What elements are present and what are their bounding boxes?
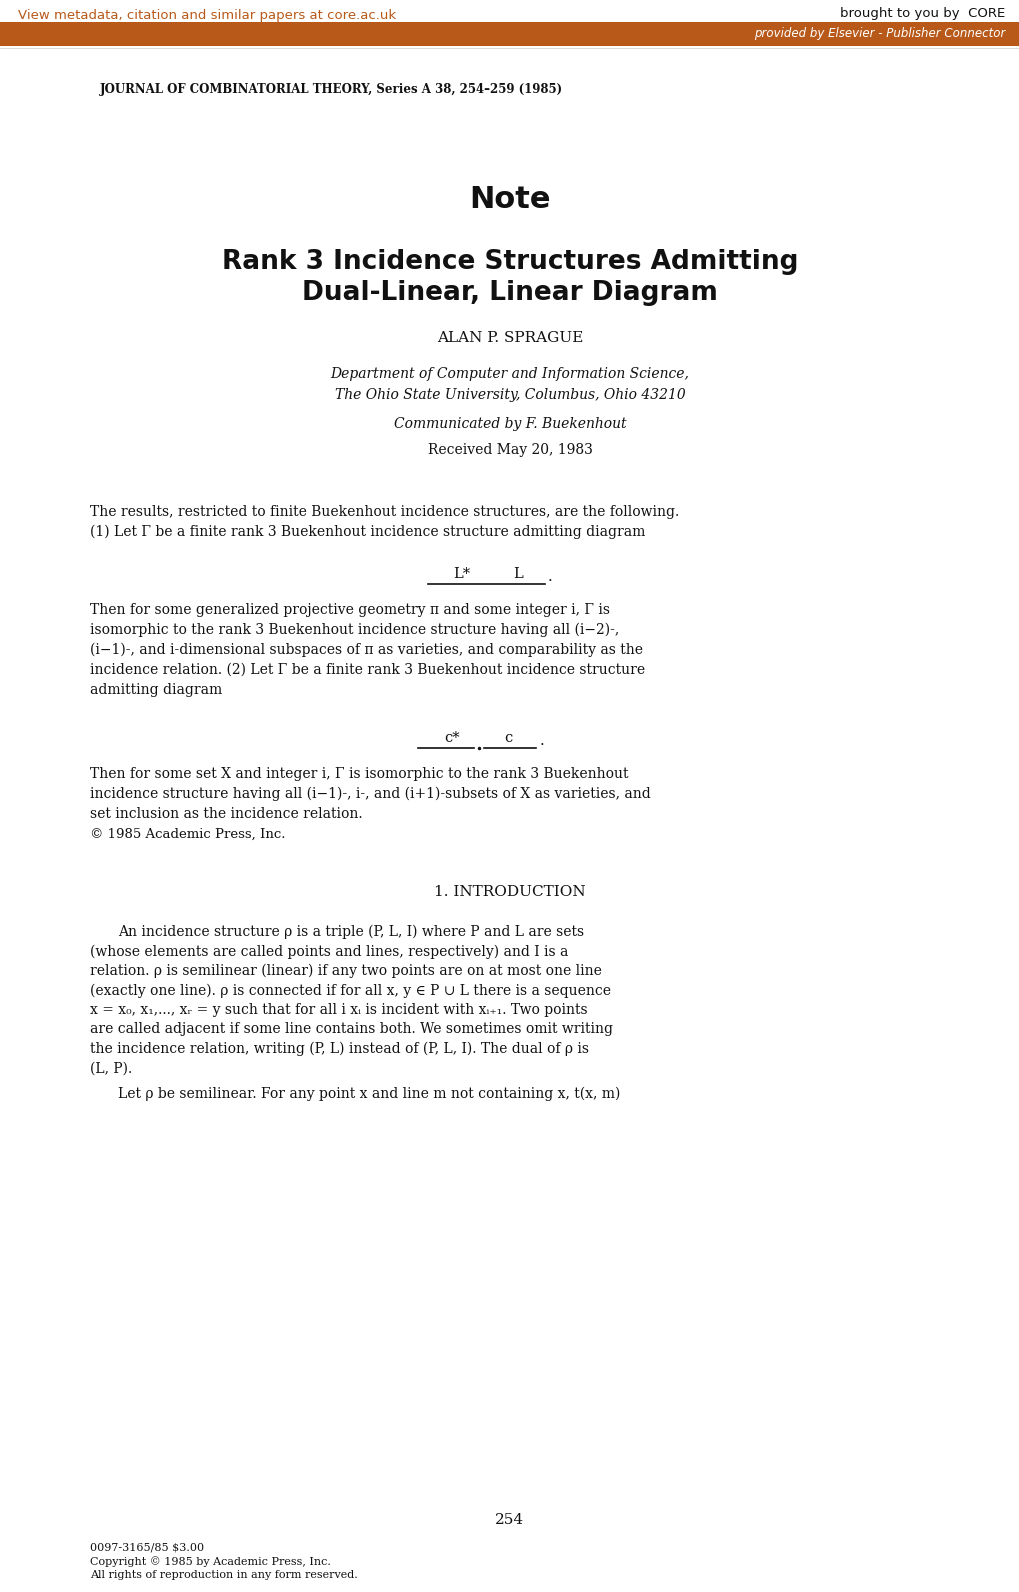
Bar <box>0 22 1019 46</box>
Text: 0097-3165/85 $3.00: 0097-3165/85 $3.00 <box>90 1543 204 1552</box>
Text: .: . <box>539 734 544 748</box>
Text: L: L <box>513 567 523 581</box>
Text: are called adjacent if some line contains both. We sometimes omit writing: are called adjacent if some line contain… <box>90 1022 612 1036</box>
Text: .: . <box>547 570 552 584</box>
Text: JOURNAL OF COMBINATORIAL THEORY, Series A 38, 254–259 (1985): JOURNAL OF COMBINATORIAL THEORY, Series … <box>100 83 562 97</box>
Text: View metadata, citation and similar papers at core.ac.uk: View metadata, citation and similar pape… <box>18 10 395 22</box>
Text: 1. INTRODUCTION: 1. INTRODUCTION <box>434 885 585 899</box>
Text: (L, P).: (L, P). <box>90 1062 132 1076</box>
Text: set inclusion as the incidence relation.: set inclusion as the incidence relation. <box>90 807 363 821</box>
Text: provided by Elsevier - Publisher Connector: provided by Elsevier - Publisher Connect… <box>753 27 1004 40</box>
Text: relation. ρ is semilinear (linear) if any two points are on at most one line: relation. ρ is semilinear (linear) if an… <box>90 963 601 977</box>
Text: The Ohio State University, Columbus, Ohio 43210: The Ohio State University, Columbus, Ohi… <box>334 388 685 403</box>
Text: the incidence relation, writing (P, L) instead of (P, L, I). The dual of ρ is: the incidence relation, writing (P, L) i… <box>90 1041 588 1055</box>
Text: brought to you by  CORE: brought to you by CORE <box>839 8 1004 21</box>
Text: (i−1)-, and i-dimensional subspaces of π as varieties, and comparability as the: (i−1)-, and i-dimensional subspaces of π… <box>90 643 642 657</box>
Text: admitting diagram: admitting diagram <box>90 683 222 697</box>
Text: c*: c* <box>443 731 460 745</box>
Text: Let ρ be semilinear. For any point x and line m not containing x, t(x, m): Let ρ be semilinear. For any point x and… <box>118 1087 620 1102</box>
Text: An incidence structure ρ is a triple (P, L, I) where P and L are sets: An incidence structure ρ is a triple (P,… <box>118 925 584 939</box>
Text: incidence relation. (2) Let Γ be a finite rank 3 Buekenhout incidence structure: incidence relation. (2) Let Γ be a finit… <box>90 662 644 677</box>
Text: Dual-Linear, Linear Diagram: Dual-Linear, Linear Diagram <box>302 280 717 306</box>
Text: ALAN P. SPRAGUE: ALAN P. SPRAGUE <box>436 331 583 345</box>
Text: (exactly one line). ρ is connected if for all x, y ∈ P ∪ L there is a sequence: (exactly one line). ρ is connected if fo… <box>90 984 610 998</box>
Text: 254: 254 <box>495 1512 524 1527</box>
Text: (whose elements are called points and lines, respectively) and I is a: (whose elements are called points and li… <box>90 944 568 958</box>
Text: c: c <box>503 731 512 745</box>
Text: © 1985 Academic Press, Inc.: © 1985 Academic Press, Inc. <box>90 828 285 841</box>
Text: All rights of reproduction in any form reserved.: All rights of reproduction in any form r… <box>90 1570 358 1579</box>
Text: Copyright © 1985 by Academic Press, Inc.: Copyright © 1985 by Academic Press, Inc. <box>90 1557 330 1568</box>
Text: Communicated by F. Buekenhout: Communicated by F. Buekenhout <box>393 417 626 431</box>
Text: incidence structure having all (i−1)-, i-, and (i+1)-subsets of X as varieties, : incidence structure having all (i−1)-, i… <box>90 786 650 801</box>
Text: Then for some set X and integer i, Γ is isomorphic to the rank 3 Buekenhout: Then for some set X and integer i, Γ is … <box>90 767 628 782</box>
Text: Then for some generalized projective geometry π and some integer i, Γ is: Then for some generalized projective geo… <box>90 603 609 618</box>
Text: Note: Note <box>469 186 550 215</box>
Text: Department of Computer and Information Science,: Department of Computer and Information S… <box>330 368 689 380</box>
Text: Rank 3 Incidence Structures Admitting: Rank 3 Incidence Structures Admitting <box>221 248 798 275</box>
Text: The results, restricted to finite Buekenhout incidence structures, are the follo: The results, restricted to finite Bueken… <box>90 505 679 519</box>
Text: isomorphic to the rank 3 Buekenhout incidence structure having all (i−2)-,: isomorphic to the rank 3 Buekenhout inci… <box>90 622 619 637</box>
Text: x = x₀, x₁,..., xᵣ = y such that for all i xᵢ is incident with xᵢ₊₁. Two points: x = x₀, x₁,..., xᵣ = y such that for all… <box>90 1003 587 1017</box>
Text: Received May 20, 1983: Received May 20, 1983 <box>427 443 592 457</box>
Text: (1) Let Γ be a finite rank 3 Buekenhout incidence structure admitting diagram: (1) Let Γ be a finite rank 3 Buekenhout … <box>90 525 645 540</box>
Text: L*: L* <box>453 567 470 581</box>
